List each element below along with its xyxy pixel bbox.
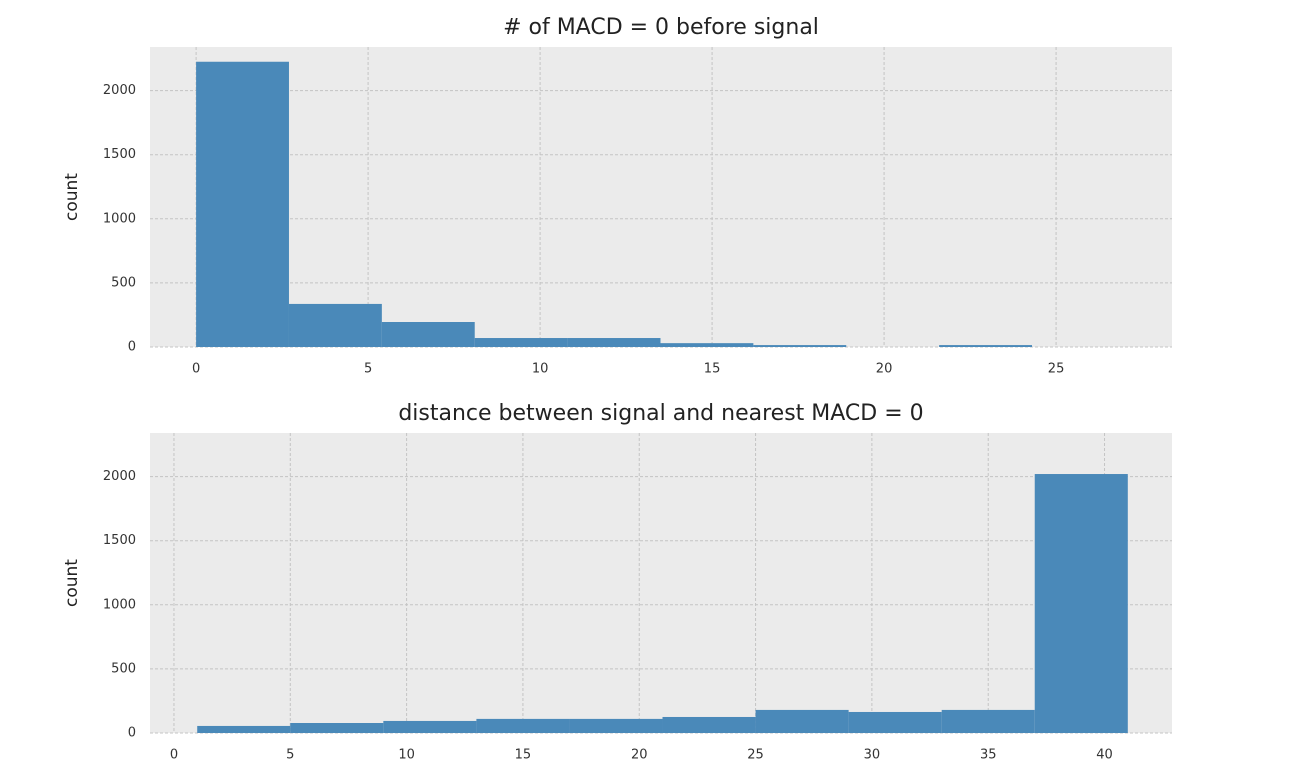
x-tick-label: 30	[864, 748, 881, 763]
histogram-bar	[569, 718, 663, 733]
histogram-bar	[755, 709, 849, 733]
y-tick-label: 1500	[103, 147, 136, 162]
histogram-bar	[381, 322, 475, 347]
histogram-bar	[288, 303, 382, 347]
plot-area	[150, 47, 1172, 347]
y-tick-label: 1000	[103, 597, 136, 612]
x-tick-label: 0	[170, 748, 178, 763]
y-tick-label: 0	[128, 340, 136, 355]
plot-area	[150, 433, 1172, 733]
y-tick-label: 2000	[103, 469, 136, 484]
x-tick-label: 20	[631, 748, 648, 763]
y-axis-label: count	[62, 559, 82, 607]
histogram-bar	[197, 725, 291, 733]
x-tick-label: 15	[704, 362, 721, 377]
y-tick-label: 1500	[103, 533, 136, 548]
histogram-bar	[290, 723, 384, 733]
y-tick-label: 1000	[103, 211, 136, 226]
x-tick-label: 5	[286, 748, 294, 763]
histogram-bar	[753, 345, 847, 347]
x-tick-label: 5	[364, 362, 372, 377]
histogram-bar	[1034, 474, 1128, 733]
y-tick-label: 2000	[103, 83, 136, 98]
x-tick-label: 15	[515, 748, 532, 763]
x-tick-label: 0	[192, 362, 200, 377]
x-tick-label: 10	[398, 748, 415, 763]
y-tick-label: 500	[111, 275, 136, 290]
chart-title: # of MACD = 0 before signal	[503, 15, 819, 40]
x-tick-label: 20	[876, 362, 893, 377]
y-tick-label: 0	[128, 726, 136, 741]
histogram-bar	[941, 709, 1035, 733]
y-tick-label: 500	[111, 661, 136, 676]
x-tick-label: 35	[980, 748, 997, 763]
histogram-bar	[383, 720, 477, 733]
histogram-bar	[196, 61, 289, 347]
x-tick-label: 25	[1048, 362, 1065, 377]
x-tick-label: 10	[532, 362, 549, 377]
histogram-bar	[474, 338, 568, 347]
histogram-bar	[660, 343, 754, 347]
x-tick-label: 40	[1096, 748, 1113, 763]
chart-title: distance between signal and nearest MACD…	[398, 401, 923, 426]
y-axis-label: count	[62, 173, 82, 221]
histogram-bar	[662, 716, 756, 733]
histogram-bar	[476, 718, 570, 733]
histogram-bar	[939, 345, 1032, 347]
x-tick-label: 25	[747, 748, 764, 763]
histogram-bar	[567, 338, 661, 347]
histogram-bar	[848, 711, 942, 733]
